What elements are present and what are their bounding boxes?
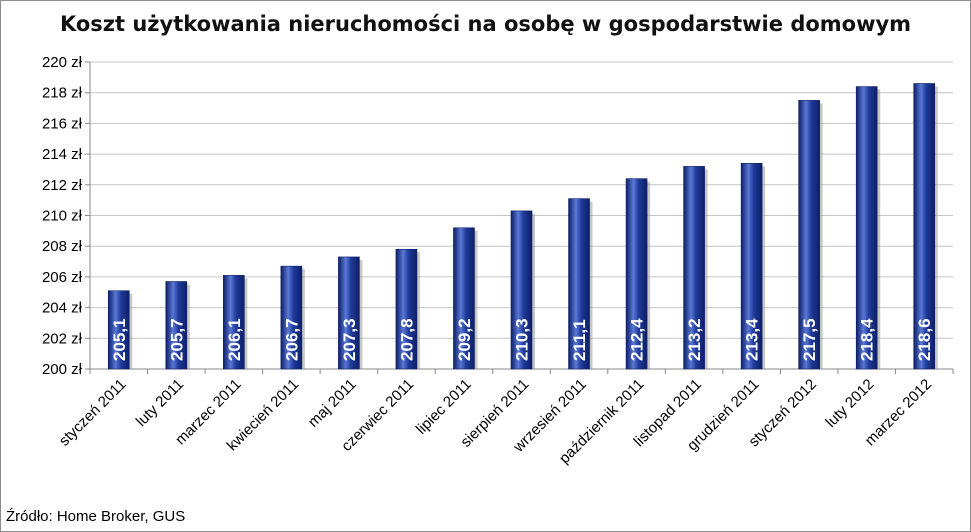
y-tick-label: 212 zł (42, 177, 83, 194)
data-label: 205,7 (167, 318, 186, 361)
data-label: 211,1 (570, 319, 589, 361)
bar (280, 265, 303, 370)
data-label: 210,3 (513, 318, 532, 361)
bar (855, 86, 878, 370)
data-label: 205,1 (110, 318, 129, 361)
x-tick-label: luty 2011 (133, 376, 187, 430)
data-label: 207,8 (397, 318, 416, 361)
x-tick-label: styczeń 2011 (56, 376, 130, 450)
data-label: 218,6 (915, 318, 934, 361)
data-label: 213,4 (743, 318, 762, 361)
y-tick-label: 204 zł (42, 300, 83, 317)
y-tick-label: 214 zł (42, 146, 83, 163)
x-tick-label: luty 2012 (822, 376, 877, 431)
bar (165, 281, 188, 370)
data-label: 207,3 (340, 318, 359, 361)
bar (395, 248, 418, 370)
bar (913, 83, 936, 370)
y-tick-label: 202 zł (42, 330, 83, 347)
data-label: 218,4 (858, 318, 877, 361)
y-tick-label: 216 zł (42, 115, 83, 132)
bar (510, 210, 533, 370)
y-tick-label: 200 zł (42, 361, 83, 378)
data-label: 206,7 (282, 318, 301, 361)
bar (798, 100, 820, 370)
data-label: 213,2 (685, 318, 704, 361)
y-tick-label: 210 zł (42, 208, 83, 225)
x-tick-label: maj 2011 (305, 376, 360, 431)
bar (107, 290, 130, 370)
bar (740, 163, 763, 370)
bar (338, 256, 360, 370)
data-label: 212,4 (628, 318, 647, 361)
data-label: 206,1 (225, 318, 244, 361)
source-note: Źródło: Home Broker, GUS (6, 508, 186, 525)
y-tick-label: 206 zł (42, 269, 83, 286)
chart-title: Koszt użytkowania nieruchomości na osobę… (59, 12, 912, 36)
y-tick-label: 208 zł (42, 238, 83, 255)
y-tick-label: 218 zł (42, 85, 83, 102)
data-label: 209,2 (455, 318, 474, 361)
bar (223, 275, 245, 370)
x-tick-label: lipiec 2011 (413, 376, 475, 438)
bar (568, 198, 590, 370)
y-tick-label: 220 zł (42, 54, 83, 71)
bar (453, 227, 475, 370)
data-label: 217,5 (800, 318, 819, 361)
bar (683, 166, 705, 370)
bar (625, 178, 648, 370)
